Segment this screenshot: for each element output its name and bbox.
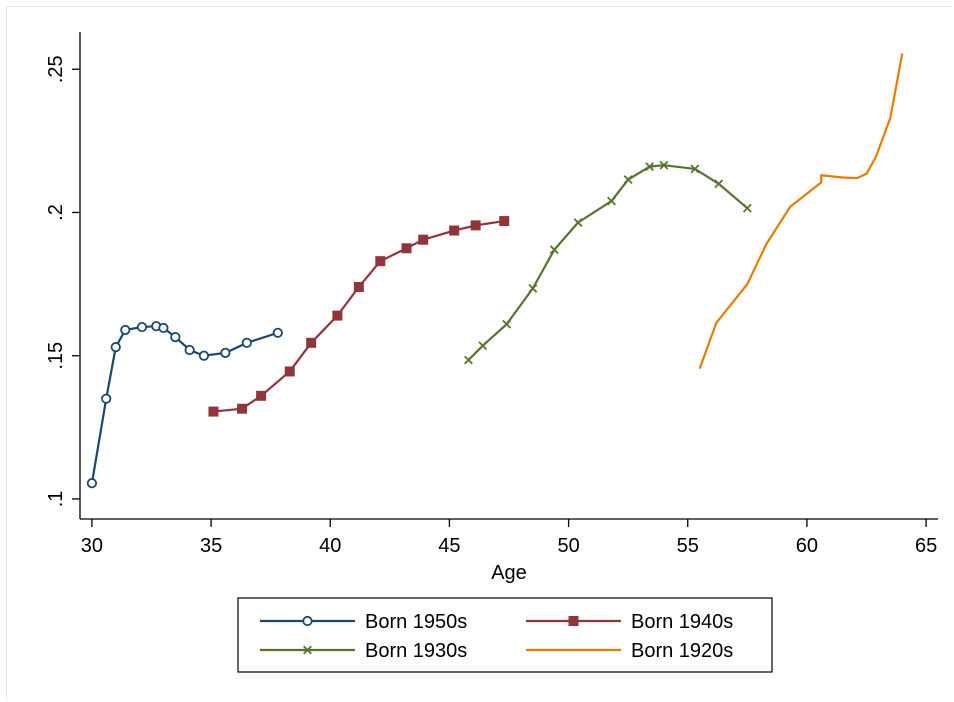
data-point (198, 350, 210, 361)
data-point (714, 179, 724, 189)
data-point (401, 243, 412, 254)
series-line (698, 53, 904, 369)
data-point (742, 203, 752, 213)
legend-box (237, 597, 773, 673)
data-point-stroke (502, 319, 512, 329)
series-line (467, 164, 749, 361)
x-tick-label: 55 (677, 535, 699, 557)
data-point (303, 645, 312, 655)
y-axis-ticks: .1 .15 .2 .25 (45, 55, 80, 507)
data-point (607, 196, 616, 206)
data-point (256, 390, 267, 401)
legend-item: Born 1950s (260, 611, 467, 633)
data-point (110, 342, 121, 353)
y-tick-label: .2 (45, 204, 67, 221)
data-point-stroke (303, 645, 312, 655)
data-point-stroke (645, 162, 655, 172)
x-axis-ticks: 30 35 40 45 50 55 60 65 (81, 519, 937, 557)
legend-item: Born 1920s (526, 640, 733, 662)
data-point (549, 245, 559, 255)
data-point-stroke (714, 179, 724, 189)
data-point (623, 175, 633, 184)
data-point (464, 355, 473, 365)
data-point (170, 331, 181, 343)
data-point (220, 347, 231, 358)
data-point (573, 218, 583, 227)
data-point-stroke (659, 160, 669, 170)
data-point (272, 327, 283, 338)
data-point (86, 478, 98, 489)
data-point (284, 366, 295, 377)
data-point (690, 164, 700, 174)
series-born-1940s (208, 216, 510, 417)
series-born-1920s (698, 53, 904, 369)
y-tick-label: .1 (45, 491, 67, 508)
legend-label: Born 1930s (365, 640, 467, 662)
data-point (478, 341, 488, 351)
x-tick-label: 30 (81, 535, 103, 557)
legend-item: Born 1940s (526, 611, 733, 633)
data-point (418, 234, 429, 245)
data-point (499, 216, 510, 227)
series-line (213, 219, 505, 413)
x-tick-label: 50 (557, 535, 579, 557)
data-point-stroke (623, 175, 633, 184)
data-point (353, 281, 364, 292)
data-point (502, 319, 512, 329)
y-tick-label: .15 (45, 342, 67, 370)
data-point (375, 256, 386, 267)
legend-label: Born 1940s (631, 611, 733, 633)
data-point (659, 160, 669, 170)
data-point (158, 322, 169, 334)
data-point (120, 324, 131, 336)
x-tick-label: 65 (915, 535, 937, 557)
frame-border (6, 6, 952, 700)
data-point (470, 220, 481, 231)
data-point-stroke (549, 245, 559, 255)
legend: Born 1950s Born 1940s Born 1930s Born 1920s (237, 597, 773, 673)
legend-label: Born 1920s (631, 640, 733, 662)
data-point (208, 406, 219, 417)
x-tick-label: 35 (200, 535, 222, 557)
data-point-stroke (478, 341, 488, 351)
x-axis-title: Age (491, 562, 527, 584)
data-point-stroke (690, 164, 700, 174)
data-point-stroke (528, 283, 538, 293)
data-point-stroke (607, 196, 616, 206)
data-point (332, 310, 343, 321)
data-point (568, 616, 579, 626)
data-point-stroke (742, 203, 752, 213)
data-point (645, 162, 655, 172)
data-point (241, 337, 252, 348)
legend-label: Born 1950s (365, 611, 467, 633)
x-tick-label: 60 (796, 535, 818, 557)
data-point (136, 321, 148, 333)
data-point (528, 283, 538, 293)
data-point (306, 337, 317, 348)
series-born-1930s (464, 160, 752, 365)
data-point (237, 403, 248, 414)
data-point (302, 615, 313, 627)
legend-item: Born 1930s (260, 640, 467, 662)
x-tick-label: 45 (438, 535, 460, 557)
data-point-stroke (464, 355, 473, 365)
series-born-1950s (86, 321, 283, 489)
x-tick-label: 40 (319, 535, 341, 557)
y-tick-label: .25 (45, 55, 67, 83)
data-point (184, 344, 195, 356)
series-layer (86, 53, 904, 489)
data-point-stroke (573, 218, 583, 227)
data-point (449, 225, 460, 236)
data-point (101, 393, 112, 404)
